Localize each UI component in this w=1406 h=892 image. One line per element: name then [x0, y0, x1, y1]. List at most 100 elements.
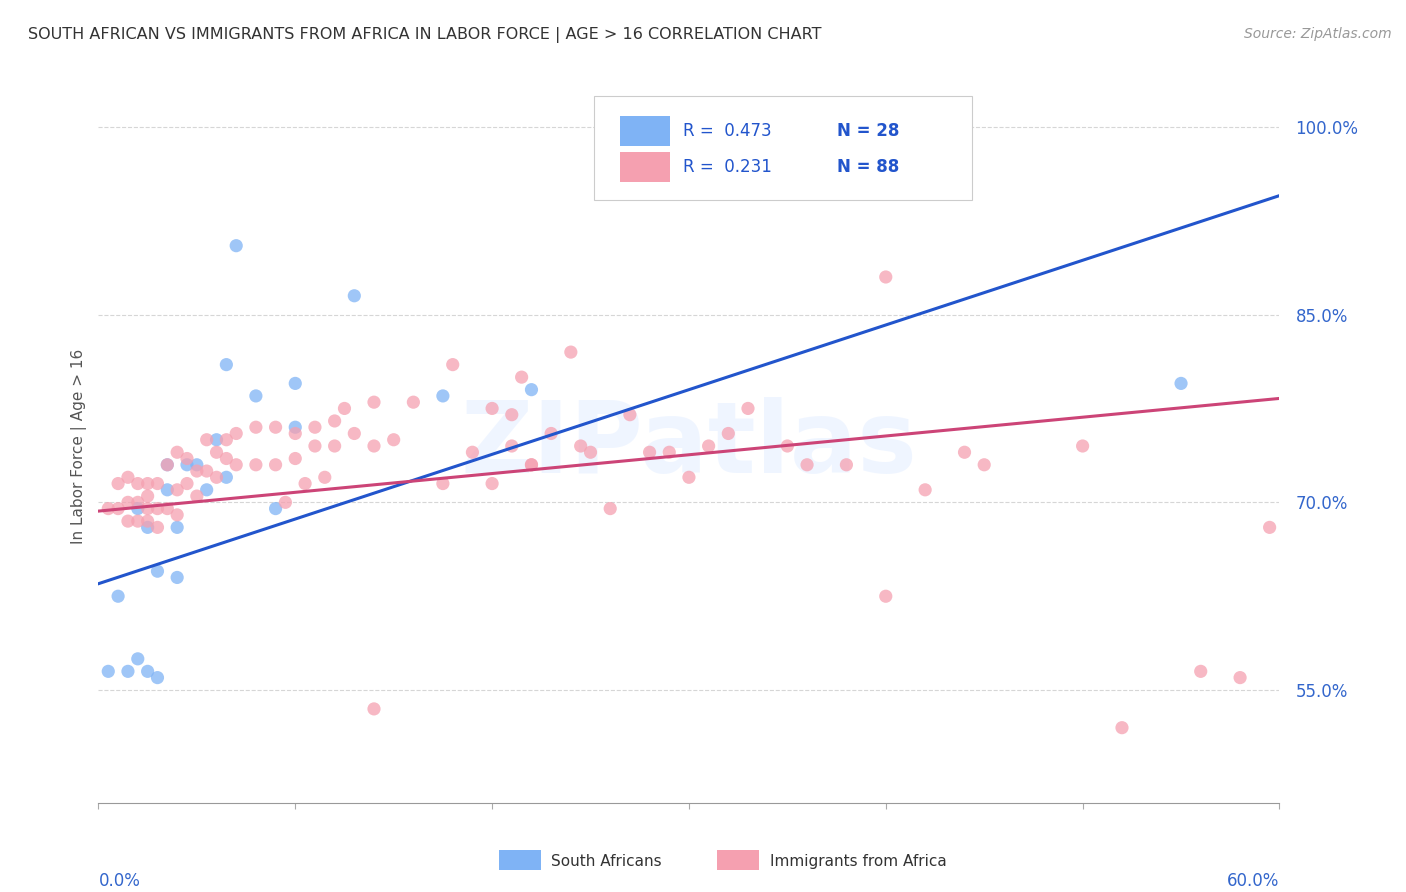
Point — [510, 370, 533, 384]
Point — [176, 451, 198, 466]
Point — [304, 439, 326, 453]
Point — [136, 501, 159, 516]
Point — [304, 420, 326, 434]
Point — [284, 420, 307, 434]
Point — [540, 426, 562, 441]
Point — [678, 470, 700, 484]
Point — [245, 458, 267, 472]
Point — [146, 520, 169, 534]
Point — [953, 445, 976, 459]
Point — [314, 470, 336, 484]
Point — [264, 501, 287, 516]
Point — [127, 476, 149, 491]
Point — [1170, 376, 1192, 391]
Point — [481, 401, 503, 416]
Point — [225, 238, 247, 252]
FancyBboxPatch shape — [595, 96, 973, 200]
Point — [166, 508, 188, 522]
Point — [225, 458, 247, 472]
Point — [127, 501, 149, 516]
Point — [136, 514, 159, 528]
Point — [323, 439, 346, 453]
Point — [127, 514, 149, 528]
Point — [284, 426, 307, 441]
Point — [737, 401, 759, 416]
Point — [195, 483, 218, 497]
Point — [166, 445, 188, 459]
Point — [117, 665, 139, 679]
Point — [382, 433, 405, 447]
Point — [343, 289, 366, 303]
Text: ZIPatlas: ZIPatlas — [461, 398, 917, 494]
Point — [363, 702, 385, 716]
Point — [215, 358, 238, 372]
Point — [363, 439, 385, 453]
Text: South Africans: South Africans — [551, 855, 662, 869]
Point — [501, 408, 523, 422]
Point — [225, 426, 247, 441]
Point — [717, 426, 740, 441]
Point — [284, 376, 307, 391]
Point — [176, 476, 198, 491]
Point — [619, 408, 641, 422]
Point — [343, 426, 366, 441]
Point — [146, 564, 169, 578]
Point — [205, 470, 228, 484]
Point — [323, 414, 346, 428]
Point — [1229, 671, 1251, 685]
Point — [117, 514, 139, 528]
Point — [156, 458, 179, 472]
Point — [186, 458, 208, 472]
Text: R =  0.473: R = 0.473 — [683, 122, 772, 140]
Point — [520, 458, 543, 472]
Point — [875, 270, 897, 285]
Point — [875, 589, 897, 603]
Point — [195, 464, 218, 478]
Point — [156, 501, 179, 516]
Point — [569, 439, 592, 453]
Point — [166, 483, 188, 497]
Point — [579, 445, 602, 459]
Point — [363, 395, 385, 409]
Text: Immigrants from Africa: Immigrants from Africa — [770, 855, 948, 869]
Point — [127, 652, 149, 666]
Point — [441, 358, 464, 372]
Point — [136, 520, 159, 534]
Point — [481, 476, 503, 491]
Point — [166, 520, 188, 534]
Point — [245, 389, 267, 403]
Text: R =  0.231: R = 0.231 — [683, 158, 772, 176]
Point — [796, 458, 818, 472]
Text: 60.0%: 60.0% — [1227, 871, 1279, 889]
Point — [560, 345, 582, 359]
Point — [176, 458, 198, 472]
Point — [215, 470, 238, 484]
Point — [107, 589, 129, 603]
Point — [333, 401, 356, 416]
Point — [638, 445, 661, 459]
Point — [1071, 439, 1094, 453]
Point — [776, 439, 799, 453]
Point — [461, 445, 484, 459]
Point — [215, 433, 238, 447]
Point — [432, 476, 454, 491]
Point — [294, 476, 316, 491]
Point — [215, 451, 238, 466]
Point — [1111, 721, 1133, 735]
Point — [146, 476, 169, 491]
Point — [264, 458, 287, 472]
Point — [697, 439, 720, 453]
Point — [117, 470, 139, 484]
Text: SOUTH AFRICAN VS IMMIGRANTS FROM AFRICA IN LABOR FORCE | AGE > 16 CORRELATION CH: SOUTH AFRICAN VS IMMIGRANTS FROM AFRICA … — [28, 27, 821, 43]
Point — [195, 433, 218, 447]
Point — [136, 476, 159, 491]
Text: N = 28: N = 28 — [837, 122, 898, 140]
Point — [264, 420, 287, 434]
Point — [501, 439, 523, 453]
Point — [973, 458, 995, 472]
Point — [205, 433, 228, 447]
Point — [156, 458, 179, 472]
Point — [914, 483, 936, 497]
Point — [284, 451, 307, 466]
Text: 0.0%: 0.0% — [98, 871, 141, 889]
